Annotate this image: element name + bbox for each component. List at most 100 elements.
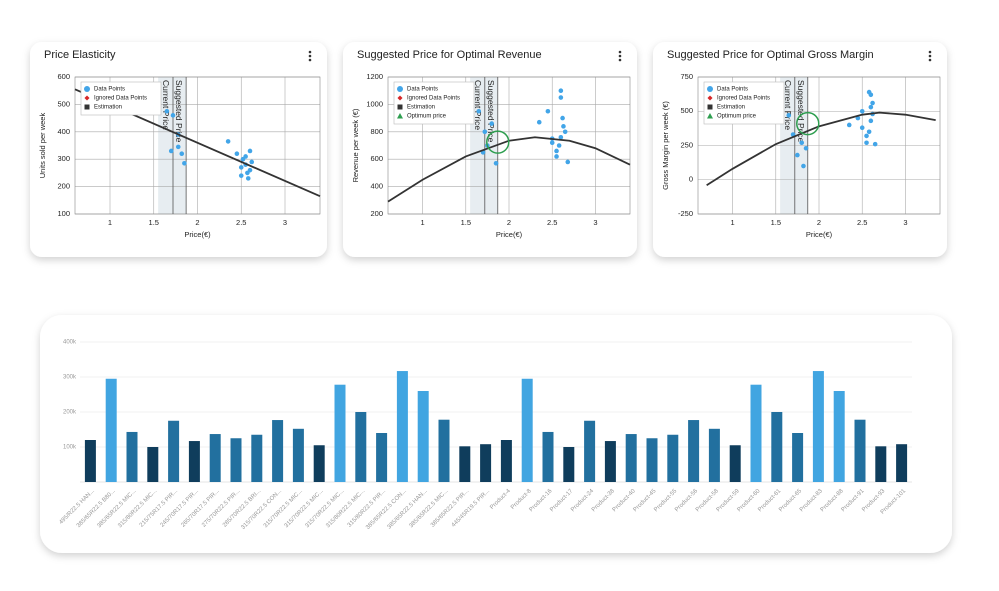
bar [750,384,762,482]
bar [812,371,824,482]
bar [500,440,512,482]
y-tick-label: 1000 [366,99,383,108]
y-tick-label: 800 [370,127,383,136]
bar [313,445,325,482]
legend-label: Data Points [94,87,125,93]
legend-marker [707,104,713,110]
legend-marker [84,95,90,101]
data-point [872,141,878,147]
bar [729,445,741,482]
plot-border [74,76,321,215]
data-point [801,163,806,169]
menu-button[interactable] [928,58,932,62]
annotation-label: Suggested Price [796,80,806,143]
menu-button[interactable] [308,50,312,54]
card [40,315,952,553]
y-tick-label: 400 [370,182,383,191]
x-tick-label: 2 [817,218,821,227]
y-tick-label: 200 [57,182,70,191]
y-tick-label: 300k [63,375,77,381]
data-point [249,159,255,165]
y-tick-label: 300 [57,154,70,163]
y-tick-label: 600 [370,154,383,163]
bar [438,419,450,482]
bar [771,412,783,482]
legend [80,81,162,116]
x-tick-label: 2 [507,218,511,227]
data-point [864,140,869,146]
data-point [560,115,565,121]
data-point [536,119,542,125]
bar [355,412,367,482]
legend-label: Estimation [717,105,745,111]
plot-border [697,76,941,215]
data-point [786,113,792,118]
legend-marker [707,113,713,119]
bar [604,441,616,482]
data-point [245,176,251,181]
band [470,77,498,214]
x-tick-label: 2.5 [857,218,867,227]
x-axis-label: Price(€) [184,230,211,239]
bar [188,441,200,482]
bar [84,440,96,482]
legend-label: Ignored Data Points [94,96,147,102]
menu-button[interactable] [308,54,312,58]
data-point [870,100,875,106]
data-point [225,139,231,144]
data-point [795,152,800,158]
data-point [247,148,253,154]
bar [667,434,679,482]
bar [708,428,720,482]
menu-button[interactable] [618,50,622,54]
y-tick-label: 100 [57,209,70,218]
data-point [565,159,571,165]
y-tick-label: 100k [63,445,77,451]
plot-border [387,76,631,215]
y-tick-label: -250 [678,209,693,218]
bar [209,434,221,482]
legend-marker [707,86,713,92]
x-tick-label: 2 [195,218,199,227]
y-tick-label: 500 [57,99,70,108]
data-point [243,154,248,159]
legend-label: Data Points [717,87,748,93]
data-point [234,151,240,157]
x-tick-label: 1.5 [771,218,781,227]
menu-button[interactable] [928,50,932,54]
legend-marker [397,86,403,92]
legend-label: Estimation [407,105,435,111]
data-point [864,133,869,139]
legend-marker [397,113,403,119]
data-point [238,165,244,170]
chart-title: Suggested Price for Optimal Gross Margin [667,49,874,61]
legend [393,81,475,125]
y-tick-label: 400 [57,127,70,136]
menu-button[interactable] [618,58,622,62]
y-tick-label: 1200 [366,72,383,81]
legend-label: Estimation [94,105,122,111]
annotation-label: Suggested Price [174,80,184,143]
data-point [803,145,809,151]
legend-label: Optimum price [407,114,447,120]
bar [272,420,284,482]
menu-button[interactable] [928,54,932,58]
x-tick-label: 1 [108,218,112,227]
legend-label: Optimum price [717,114,757,120]
data-point [182,161,187,166]
band [158,77,187,214]
data-point [545,108,551,114]
x-tick-label: 1 [420,218,424,227]
annotation-label: Current Price [473,80,483,130]
bar [292,428,304,482]
legend-marker [397,104,403,110]
menu-button[interactable] [308,58,312,62]
x-tick-label: 3 [903,218,907,227]
bar [251,434,263,482]
y-tick-label: 400k [63,340,77,346]
y-tick-label: 0 [689,175,693,184]
data-point [493,161,499,166]
data-point [859,108,865,114]
menu-button[interactable] [618,54,622,58]
optimum-marker [796,111,820,136]
